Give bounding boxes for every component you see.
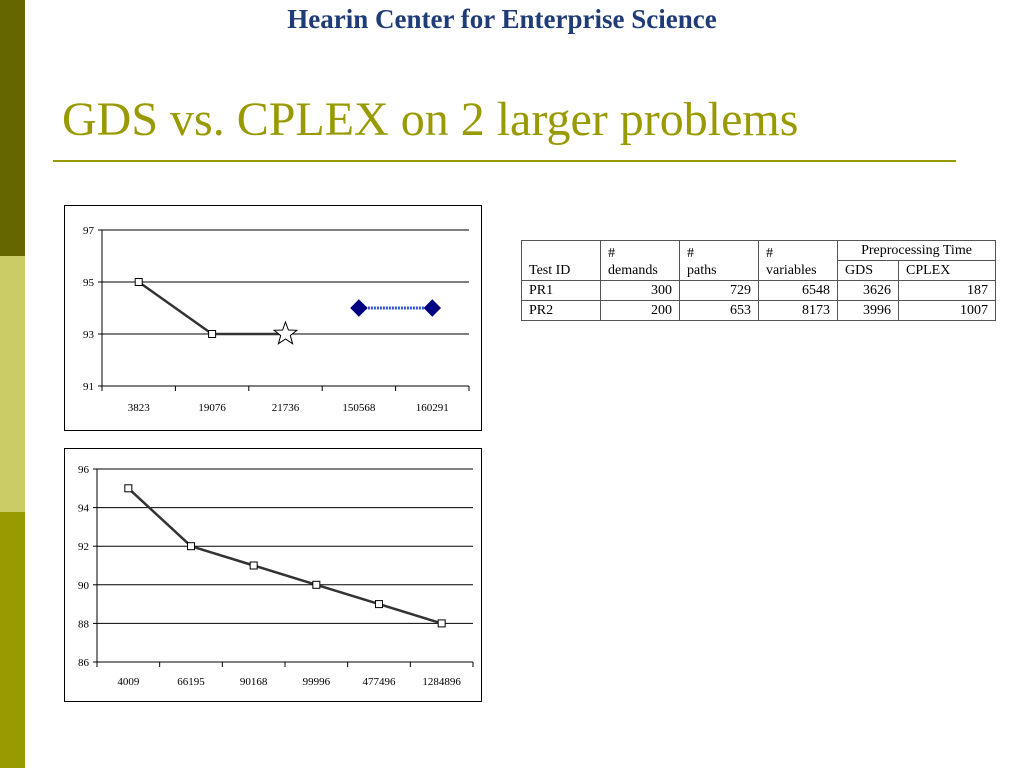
table-header-row-top: Test ID # demands # paths # variables Prepr…: [521, 240, 996, 281]
chart-bottom-ytick-label: 86: [78, 657, 90, 669]
chart-top-series-line: [137, 280, 213, 336]
header-paths-hash: #: [687, 246, 694, 261]
header-variables-label: variables: [766, 263, 817, 278]
chart-bottom-series-line: [127, 487, 192, 548]
decor-band-bottom: [0, 512, 25, 768]
chart-bottom-point: [437, 619, 446, 628]
org-header: Hearin Center for Enterprise Science: [287, 4, 717, 34]
chart-bottom-point: [187, 542, 195, 551]
chart-bottom-xtick-label: 477496: [363, 676, 397, 688]
cell-cplex: 1007: [898, 300, 996, 321]
table-header-row-bottom: GDS CPLEX: [522, 260, 996, 281]
chart-bottom-point: [124, 484, 133, 493]
chart-bottom-series-line: [253, 564, 317, 586]
header-gds: GDS: [837, 260, 899, 281]
cell-gds: 3996: [837, 300, 899, 321]
preprocessing-table: Test ID # demands # paths # variables Prepr…: [521, 240, 996, 321]
chart-bottom-series-line: [378, 602, 443, 625]
chart-top-point-star: [272, 320, 299, 345]
table-row: PR1 300 729 6548 3626 187: [521, 280, 996, 301]
chart-top-xtick-label: 19076: [198, 402, 226, 414]
chart-bottom-point: [375, 600, 383, 609]
cell-gds: 3626: [837, 280, 899, 301]
chart-bottom-ytick-label: 88: [78, 618, 90, 630]
chart-top-ytick-label: 95: [83, 277, 95, 289]
table-row: PR2 200 653 8173 3996 1007: [521, 300, 996, 321]
chart-top-xtick-label: 160291: [416, 402, 449, 414]
chart-top-ytick-label: 91: [83, 381, 94, 393]
decor-band-top: [0, 0, 25, 256]
chart-bottom-ytick-label: 92: [78, 541, 89, 553]
chart-bottom-series-line: [315, 583, 380, 606]
header-preprocessing-time: Preprocessing Time: [837, 240, 996, 261]
cell-variables: 8173: [758, 300, 838, 321]
cell-test-id: PR1: [521, 280, 601, 301]
chart-top-xtick-label: 150568: [342, 402, 376, 414]
header-variables-hash: #: [766, 246, 773, 261]
chart-bottom: 86 88 90 92 94 96 4009 66195 90168 99996 477496 128…: [64, 448, 482, 702]
header-demands: # demands: [600, 240, 680, 281]
header-demands-hash: #: [608, 246, 615, 261]
chart-bottom-xtick-label: 4009: [117, 676, 140, 688]
chart-top-xtick-label: 3823: [128, 402, 151, 414]
header-demands-label: demands: [608, 263, 658, 278]
chart-bottom-ytick-label: 96: [78, 464, 90, 476]
chart-bottom-ytick-label: 94: [78, 503, 90, 515]
header-variables: # variables: [758, 240, 838, 281]
header-test-id: Test ID: [521, 240, 601, 281]
chart-top-ytick-label: 93: [83, 329, 95, 341]
cell-demands: 300: [600, 280, 680, 301]
header-paths-label: paths: [687, 263, 717, 278]
chart-top-ytick-label: 97: [83, 225, 95, 237]
chart-top-point: [208, 330, 217, 338]
chart-bottom-series-line: [190, 545, 255, 567]
cell-paths: 729: [679, 280, 759, 301]
cell-paths: 653: [679, 300, 759, 321]
chart-top-point-diamond: [350, 299, 368, 317]
chart-bottom-ytick-label: 90: [78, 580, 90, 592]
decor-band-middle: [0, 256, 25, 512]
chart-bottom-point: [312, 580, 321, 589]
slide-title: GDS vs. CPLEX on 2 larger problems: [62, 93, 799, 146]
chart-bottom-xtick-label: 1284896: [422, 676, 461, 688]
cell-demands: 200: [600, 300, 680, 321]
chart-bottom-point: [249, 561, 258, 570]
chart-top-point-diamond: [423, 299, 442, 317]
cell-cplex: 187: [898, 280, 996, 301]
chart-bottom-xtick-label: 90168: [240, 676, 268, 688]
chart-top-point: [134, 278, 143, 286]
chart-bottom-xtick-label: 99996: [303, 676, 331, 688]
chart-top: 91 93 95 97 3823 19076 21736 150568 160291: [64, 205, 482, 431]
chart-bottom-svg: 86 88 90 92 94 96 4009 66195 90168 99996 477496 128…: [78, 464, 474, 688]
header-cplex: CPLEX: [898, 260, 996, 281]
chart-top-svg: 91 93 95 97 3823 19076 21736 150568 160291: [83, 225, 470, 414]
header-paths: # paths: [679, 240, 759, 281]
title-divider: [53, 160, 956, 162]
cell-test-id: PR2: [521, 300, 601, 321]
cell-variables: 6548: [758, 280, 838, 301]
chart-bottom-xtick-label: 66195: [177, 676, 205, 688]
chart-top-xtick-label: 21736: [272, 402, 300, 414]
